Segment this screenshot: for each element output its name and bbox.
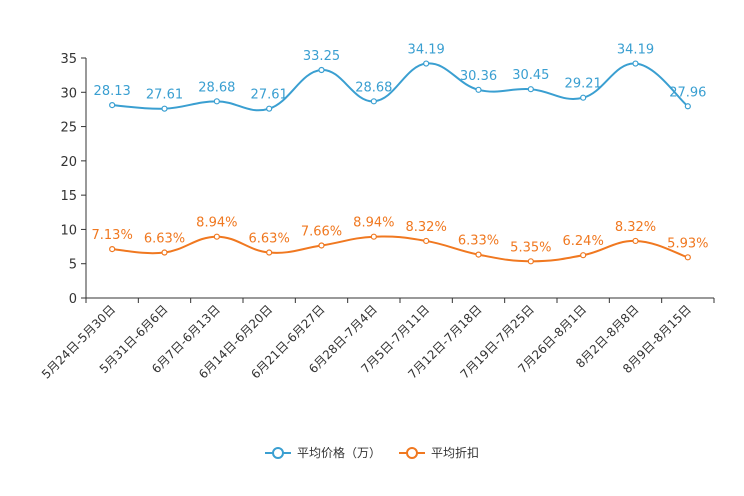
data-point (161, 105, 168, 112)
y-tick-label: 15 (60, 189, 77, 204)
data-point (109, 102, 116, 109)
y-tick-label: 35 (60, 52, 77, 67)
data-label: 7.66% (301, 224, 342, 239)
data-point (213, 233, 220, 240)
y-tick-label: 20 (60, 155, 77, 170)
data-point (370, 233, 377, 240)
data-label: 34.19 (617, 43, 654, 58)
data-label: 6.63% (144, 232, 185, 247)
data-label: 34.19 (408, 43, 445, 58)
data-point (109, 246, 116, 253)
data-label: 33.25 (303, 49, 340, 64)
data-point (161, 249, 168, 256)
data-label: 27.61 (146, 88, 183, 103)
y-tick-label: 0 (69, 292, 77, 307)
data-label: 5.35% (510, 240, 551, 255)
data-label: 8.94% (196, 216, 237, 231)
data-point (266, 105, 273, 112)
data-point (475, 251, 482, 258)
data-point (475, 86, 482, 93)
y-tick-label: 5 (69, 258, 77, 273)
series-line-1 (112, 235, 689, 263)
data-point (266, 249, 273, 256)
data-label: 28.13 (94, 84, 131, 99)
data-label: 27.96 (669, 85, 706, 100)
data-point (580, 252, 587, 259)
y-tick-label: 30 (60, 86, 77, 101)
data-point (527, 258, 534, 265)
data-point (527, 86, 534, 93)
data-label: 7.13% (92, 228, 133, 243)
data-label: 28.68 (355, 80, 392, 95)
legend-item-discount[interactable]: 平均折扣 (399, 444, 479, 461)
data-point (213, 98, 220, 105)
legend-line-marker-icon (399, 446, 425, 459)
y-tick-label: 25 (60, 121, 77, 136)
data-label: 29.21 (565, 77, 602, 92)
legend-label-discount: 平均折扣 (431, 446, 480, 460)
legend-line-marker-icon (264, 446, 291, 459)
data-label: 6.33% (458, 234, 499, 249)
data-label: 8.32% (615, 220, 656, 235)
data-label: 28.68 (198, 80, 235, 95)
data-label: 6.24% (563, 234, 604, 249)
data-label: 30.45 (512, 68, 549, 83)
data-point (423, 237, 430, 245)
data-point (684, 103, 691, 110)
data-point (318, 242, 325, 249)
y-tick-label: 10 (60, 223, 77, 238)
data-point (684, 254, 691, 261)
legend-label-price: 平均价格（万） (296, 446, 381, 460)
data-point (423, 60, 430, 67)
data-point (632, 237, 639, 245)
data-label: 8.94% (353, 216, 394, 231)
data-label: 30.36 (460, 69, 497, 84)
data-label: 6.63% (249, 232, 290, 247)
chart-legend: 平均价格（万） 平均折扣 (0, 444, 744, 461)
data-point (318, 66, 325, 74)
legend-item-price[interactable]: 平均价格（万） (264, 444, 381, 461)
data-point (370, 98, 377, 105)
data-label: 27.61 (251, 88, 288, 103)
data-point (580, 94, 587, 101)
data-point (632, 60, 639, 67)
data-label: 5.93% (667, 236, 708, 251)
data-label: 8.32% (406, 220, 447, 235)
